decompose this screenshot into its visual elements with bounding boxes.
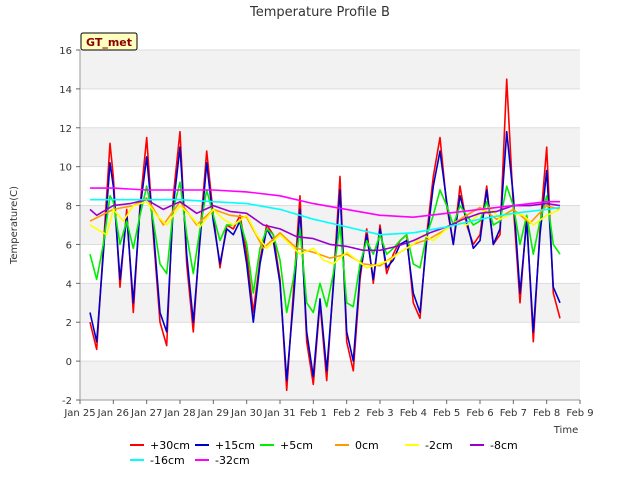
series-line--2cm [89, 200, 561, 269]
x-tick-label: Feb 5 [433, 408, 460, 419]
x-tick-label: Feb 6 [466, 408, 493, 419]
y-axis-label: Temperature(C) [9, 186, 20, 265]
legend-label: +5cm [280, 439, 313, 452]
plot-background [80, 49, 580, 401]
grid-band [80, 361, 580, 400]
x-axis-label: Time [553, 425, 578, 436]
grid-band [80, 127, 580, 167]
series-line-+15cm [89, 130, 561, 382]
grid-band [80, 50, 580, 89]
x-tick-label: Jan 30 [230, 408, 262, 419]
y-tick-label: 14 [59, 85, 72, 96]
legend: +30cm +15cm +5cm 0cm -2cm -8cm -16cm -32cm [130, 439, 518, 467]
x-tick-label: Feb 3 [366, 408, 393, 419]
x-tick-label: Feb 9 [566, 408, 593, 419]
site-badge-label: GT_met [86, 36, 132, 49]
chart-title: Temperature Profile B [249, 5, 390, 20]
legend-label: -8cm [490, 439, 518, 452]
legend-label: -32cm [215, 454, 250, 467]
series-line-+5cm [89, 181, 561, 314]
y-tick-label: 2 [66, 318, 72, 329]
x-tick-label: Jan 25 [63, 408, 95, 419]
series-layer [89, 78, 561, 392]
grid-band [80, 88, 580, 128]
grid-band [80, 244, 580, 284]
series-line-0cm [89, 197, 561, 267]
y-tick-label: 4 [66, 279, 72, 290]
legend-label: +15cm [215, 439, 255, 452]
x-tick-label: Feb 4 [400, 408, 427, 419]
y-tick-label: -2 [62, 396, 72, 407]
y-tick-label: 8 [66, 202, 72, 213]
series-line--8cm [89, 198, 561, 252]
site-badge: GT_met [80, 32, 138, 51]
x-tick-label: Jan 26 [97, 408, 129, 419]
x-tick-label: Jan 27 [130, 408, 162, 419]
series-line--16cm [90, 198, 561, 236]
legend-label: -2cm [425, 439, 453, 452]
legend-label: -16cm [150, 454, 185, 467]
x-tick-label: Feb 8 [533, 408, 560, 419]
x-tick-label: Feb 2 [333, 408, 360, 419]
legend-label: +30cm [150, 439, 190, 452]
y-tick-label: 10 [59, 163, 72, 174]
x-tick-label: Jan 28 [163, 408, 195, 419]
y-tick-label: 0 [66, 357, 72, 368]
legend-label: 0cm [355, 439, 379, 452]
series-line--32cm [90, 187, 560, 218]
x-tick-label: Feb 7 [500, 408, 527, 419]
y-tick-label: 12 [59, 124, 72, 135]
x-tick-label: Feb 1 [300, 408, 327, 419]
y-tick-label: 6 [66, 240, 72, 251]
x-tick-label: Jan 29 [197, 408, 229, 419]
x-tick-label: Jan 31 [263, 408, 295, 419]
y-tick-label: 16 [59, 46, 72, 57]
